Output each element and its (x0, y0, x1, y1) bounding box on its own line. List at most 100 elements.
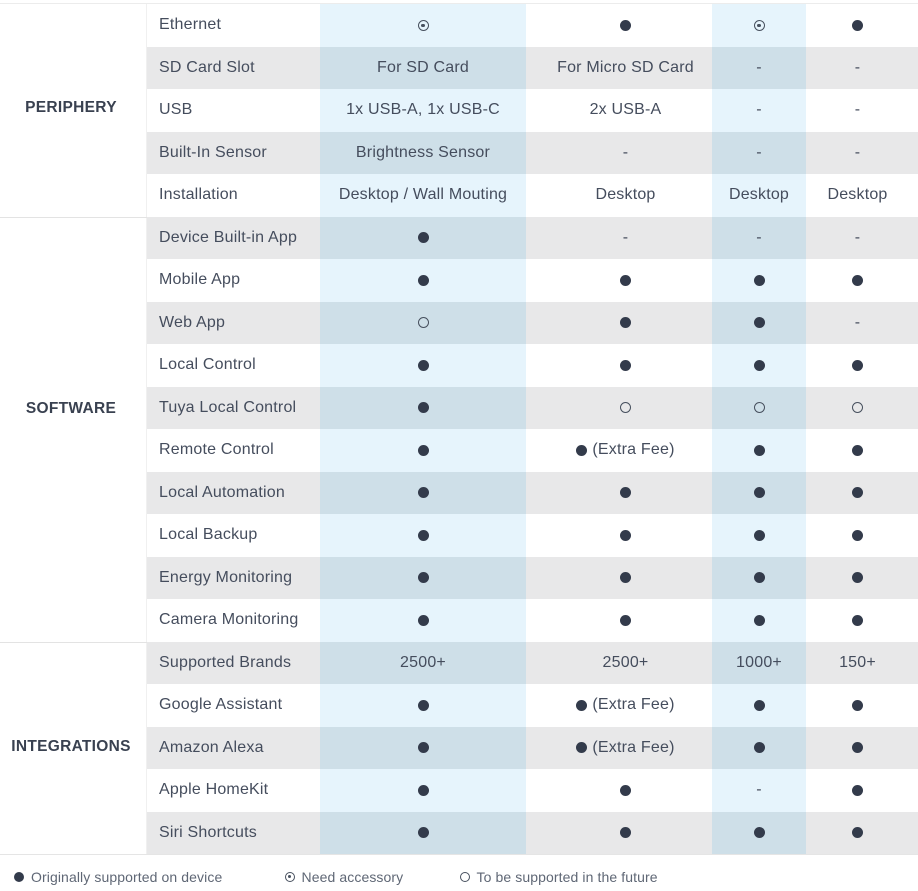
future-support-icon (753, 402, 765, 414)
value-cell: Desktop (806, 174, 918, 217)
value-text: - (756, 781, 762, 799)
value-text: 150+ (839, 653, 876, 671)
table-row: Amazon Alexa (Extra Fee) (0, 726, 918, 769)
value-cell: 2x USB-A (526, 89, 712, 132)
value-cell: - (712, 769, 806, 812)
value-text: Desktop / Wall Mouting (338, 186, 508, 204)
value-cell (806, 386, 918, 429)
table-row: Device Built-in App - - - (0, 216, 918, 259)
value-cell (712, 514, 806, 557)
value-cell (526, 4, 712, 47)
value-text: - (854, 143, 861, 161)
legend-item-accessory: Need accessory (284, 869, 404, 885)
category-label-periphery: PERIPHERY (25, 99, 117, 116)
value-text: - (756, 58, 762, 76)
feature-name: USB (147, 89, 320, 132)
value-text: For Micro SD Card (557, 58, 694, 76)
feature-name: Local Backup (147, 514, 320, 557)
supported-dot-icon (852, 529, 863, 541)
supported-dot-icon (620, 529, 631, 541)
supported-dot-icon (620, 784, 631, 796)
supported-dot-icon (852, 444, 863, 456)
supported-dot-icon (14, 871, 24, 882)
value-cell (526, 514, 712, 557)
comparison-table: Ethernet SD Card Slot For SD Card For Micro… (0, 4, 918, 854)
feature-name: Ethernet (147, 4, 320, 47)
value-text: For SD Card (377, 58, 469, 76)
value-cell: For Micro SD Card (526, 46, 712, 89)
value-text: Desktop (728, 186, 790, 204)
supported-dot-icon (753, 614, 765, 626)
value-cell (806, 4, 918, 47)
feature-name: Siri Shortcuts (147, 811, 320, 854)
supported-dot-icon (620, 317, 631, 329)
supported-dot-icon (417, 699, 429, 711)
value-cell: (Extra Fee) (526, 684, 712, 727)
table-row: Local Control (0, 344, 918, 387)
table-row: Local Backup (0, 514, 918, 557)
table-row: Siri Shortcuts (0, 811, 918, 854)
feature-name: Mobile App (147, 259, 320, 302)
legend-top-border (0, 854, 918, 855)
value-cell (526, 301, 712, 344)
value-cell (712, 344, 806, 387)
value-cell: 2500+ (320, 641, 526, 684)
value-cell: - (806, 216, 918, 259)
value-cell (806, 599, 918, 642)
supported-dot-icon (753, 317, 765, 329)
supported-dot-icon (852, 359, 863, 371)
value-text: - (854, 58, 861, 76)
supported-dot-icon (417, 444, 429, 456)
value-cell (806, 556, 918, 599)
value-cell: Desktop / Wall Mouting (320, 174, 526, 217)
value-cell (526, 599, 712, 642)
supported-dot-icon (576, 742, 588, 754)
feature-name: Remote Control (147, 429, 320, 472)
value-cell (320, 471, 526, 514)
supported-dot-icon (753, 274, 765, 286)
future-support-icon (852, 402, 863, 414)
category-separator (0, 641, 147, 643)
value-cell (806, 259, 918, 302)
value-cell (526, 471, 712, 514)
value-cell (712, 386, 806, 429)
value-cell (806, 344, 918, 387)
category-label-software: SOFTWARE (25, 400, 117, 417)
value-cell: 1x USB-A, 1x USB-C (320, 89, 526, 132)
table-row: Built-In Sensor Brightness Sensor - - - (0, 131, 918, 174)
value-text: 1x USB-A, 1x USB-C (346, 101, 500, 119)
supported-dot-icon (852, 614, 863, 626)
table-row: Google Assistant (Extra Fee) (0, 684, 918, 727)
need-accessory-icon (284, 871, 295, 882)
table-top-border (0, 2, 918, 4)
table-row: Mobile App (0, 259, 918, 302)
value-cell (320, 556, 526, 599)
supported-dot-icon (753, 359, 765, 371)
value-cell (526, 344, 712, 387)
value-cell (712, 471, 806, 514)
value-text: 1000+ (736, 653, 782, 671)
feature-name: Google Assistant (147, 684, 320, 727)
supported-dot-icon (753, 444, 765, 456)
value-cell: - (712, 216, 806, 259)
value-cell (320, 386, 526, 429)
legend-label: Originally supported on device (31, 868, 223, 885)
value-cell: Desktop (526, 174, 712, 217)
table-row: Ethernet (0, 4, 918, 47)
table-row: Web App - (0, 301, 918, 344)
value-cell (320, 769, 526, 812)
supported-dot-icon (620, 614, 631, 626)
value-cell (320, 429, 526, 472)
feature-name: Amazon Alexa (147, 726, 320, 769)
supported-dot-icon (417, 487, 429, 499)
table-row: Local Automation (0, 471, 918, 514)
value-cell: (Extra Fee) (526, 726, 712, 769)
legend-item-supported: Originally supported on device (14, 869, 222, 885)
value-cell (320, 344, 526, 387)
value-cell: Brightness Sensor (320, 131, 526, 174)
value-cell: 2500+ (526, 641, 712, 684)
supported-dot-icon (417, 614, 429, 626)
future-support-icon (417, 317, 429, 329)
feature-name: Web App (147, 301, 320, 344)
